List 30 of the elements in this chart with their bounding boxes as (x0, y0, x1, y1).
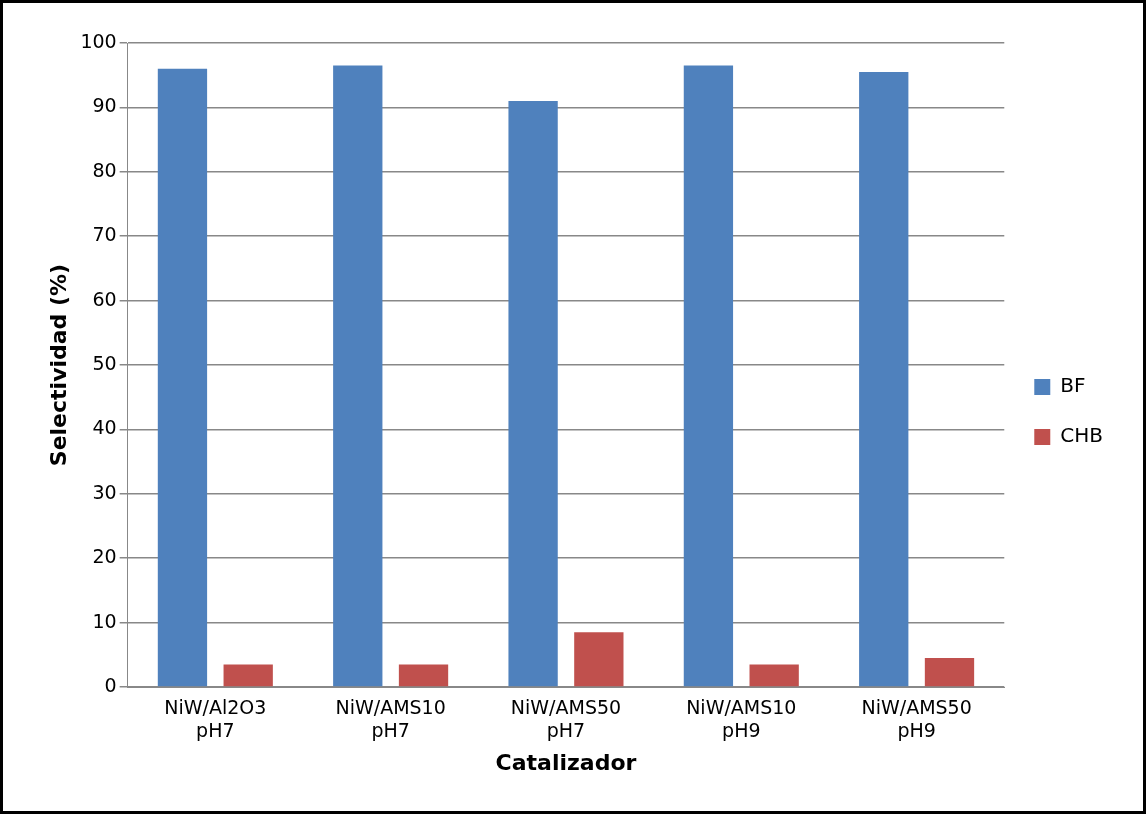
bar (508, 100, 558, 687)
y-tick-label: 70 (92, 223, 117, 246)
x-axis-title: Catalizador (495, 749, 637, 775)
y-tick-label: 50 (92, 351, 117, 374)
bar (574, 632, 624, 687)
y-tick-label: 90 (92, 94, 117, 117)
y-tick-label: 30 (92, 480, 117, 503)
y-tick-label: 10 (92, 609, 117, 632)
x-tick-label: NiW/AMS50 pH7 (510, 696, 622, 742)
y-tick-label: 80 (92, 158, 117, 181)
bar (223, 664, 273, 687)
x-tick-label: NiW/AMS50 pH9 (861, 696, 972, 742)
bar (333, 65, 383, 687)
y-axis-title: Selectividad (%) (45, 263, 71, 467)
bar (157, 68, 208, 687)
legend-label: CHB (1060, 423, 1104, 448)
x-tick-label: NiW/AMS10 pH9 (686, 696, 797, 742)
y-tick-label: 40 (92, 416, 117, 439)
x-tick-label: NiW/AMS10 pH7 (335, 696, 446, 742)
bar (398, 664, 449, 687)
y-tick-label: 60 (92, 287, 117, 310)
y-tick-label: 20 (92, 545, 117, 568)
y-tick-label: 100 (80, 29, 117, 52)
y-tick-label: 0 (104, 673, 117, 696)
bar (924, 658, 975, 687)
legend-label: BF (1060, 373, 1086, 398)
bar (683, 65, 734, 687)
bar (859, 71, 909, 687)
x-tick-label: NiW/Al2O3 pH7 (164, 696, 267, 742)
bar (749, 664, 799, 687)
